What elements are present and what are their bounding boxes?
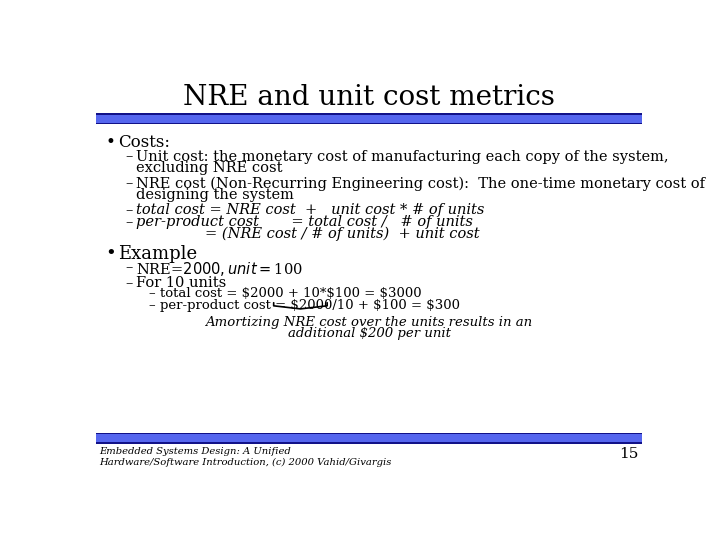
FancyBboxPatch shape	[96, 113, 642, 115]
Text: –: –	[126, 260, 133, 274]
Text: 15: 15	[619, 447, 639, 461]
Text: –: –	[126, 204, 133, 218]
Text: –: –	[126, 150, 133, 164]
Text: = (NRE cost / # of units)  + unit cost: = (NRE cost / # of units) + unit cost	[204, 226, 480, 241]
FancyBboxPatch shape	[96, 433, 642, 434]
FancyBboxPatch shape	[96, 433, 642, 444]
Text: •: •	[106, 134, 115, 151]
Text: –: –	[149, 299, 156, 312]
Text: Embedded Systems Design: A Unified
Hardware/Software Introduction, (c) 2000 Vahi: Embedded Systems Design: A Unified Hardw…	[99, 447, 392, 467]
Text: Amortizing NRE cost over the units results in an: Amortizing NRE cost over the units resul…	[205, 316, 533, 329]
Text: –: –	[149, 287, 156, 300]
Text: –: –	[126, 276, 133, 290]
Text: total cost = NRE cost  +   unit cost * # of units: total cost = NRE cost + unit cost * # of…	[137, 204, 485, 218]
FancyBboxPatch shape	[96, 113, 642, 124]
Text: excluding NRE cost: excluding NRE cost	[137, 161, 283, 175]
Text: additional $200 per unit: additional $200 per unit	[287, 327, 451, 340]
Text: total cost = $2000 + 10*$100 = $3000: total cost = $2000 + 10*$100 = $3000	[160, 287, 421, 300]
Text: designing the system: designing the system	[137, 188, 294, 202]
Text: –: –	[126, 215, 133, 229]
Text: Unit cost: the monetary cost of manufacturing each copy of the system,: Unit cost: the monetary cost of manufact…	[137, 150, 669, 164]
Text: NRE and unit cost metrics: NRE and unit cost metrics	[183, 84, 555, 111]
FancyBboxPatch shape	[96, 123, 642, 124]
Text: per-product cost       = total cost /   # of units: per-product cost = total cost / # of uni…	[137, 215, 473, 229]
Text: per-product cost = $2000/10 + $100 = $300: per-product cost = $2000/10 + $100 = $30…	[160, 299, 460, 312]
Text: •: •	[106, 245, 116, 263]
Text: NRE cost (Non-Recurring Engineering cost):  The one-time monetary cost of: NRE cost (Non-Recurring Engineering cost…	[137, 177, 706, 191]
Text: NRE=$2000, unit=$100: NRE=$2000, unit=$100	[137, 260, 303, 279]
FancyBboxPatch shape	[96, 442, 642, 444]
Text: For 10 units: For 10 units	[137, 276, 227, 290]
Text: Example: Example	[118, 245, 197, 263]
Text: Costs:: Costs:	[118, 134, 170, 151]
Text: –: –	[126, 177, 133, 191]
